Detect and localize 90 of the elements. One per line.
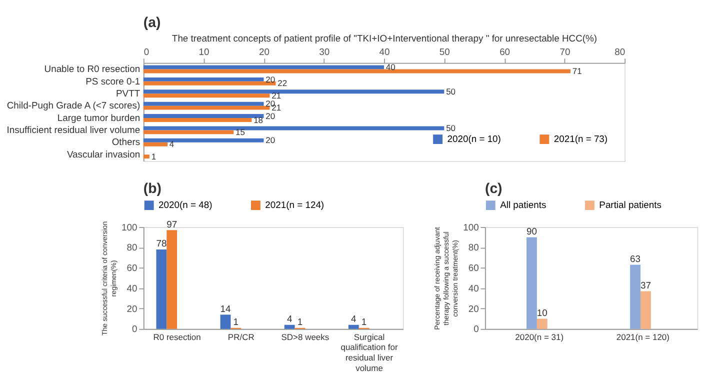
legend-label: Partial patients	[599, 199, 662, 210]
y-tick-label: 0	[474, 323, 479, 334]
y-tick-label: 80	[468, 242, 479, 253]
chart-title: (a)	[143, 14, 161, 30]
bar	[143, 77, 264, 82]
data-label: 63	[630, 252, 641, 264]
data-label: 50	[446, 123, 456, 134]
x-tick-label: 2021(n = 120)	[616, 332, 670, 342]
bar	[143, 126, 444, 130]
legend-label: 2021(n = 124)	[265, 199, 324, 210]
x-tick-label: 80	[614, 46, 626, 57]
x-tick-label: 40	[379, 46, 390, 57]
y-tick-label: 100	[122, 221, 138, 232]
data-label: 4	[351, 313, 356, 324]
data-label: 22	[278, 78, 288, 88]
data-label: 20	[266, 135, 276, 146]
y-tick-label: PVTT	[116, 87, 140, 98]
x-tick-label: R0 resection	[153, 332, 202, 342]
bar	[284, 324, 295, 329]
x-tick-label: 60	[500, 46, 510, 57]
data-label: 10	[536, 306, 548, 318]
y-tick-label: 80	[126, 242, 138, 253]
bar	[640, 291, 651, 329]
bar	[348, 324, 359, 329]
x-tick-label: 2020(n = 31)	[515, 332, 564, 342]
bar	[526, 237, 537, 329]
y-tick-label: 20	[468, 302, 479, 314]
data-label: 90	[526, 225, 537, 236]
x-tick-label: 70	[560, 46, 570, 57]
legend-label: 2021(n = 73)	[554, 133, 608, 144]
data-label: 1	[297, 316, 303, 328]
legend-label: 2020(n = 48)	[158, 199, 212, 210]
x-tick-label: PR/CR	[228, 332, 254, 342]
bar	[220, 314, 231, 329]
bar	[156, 249, 167, 329]
bar	[143, 90, 444, 94]
bar	[143, 118, 252, 122]
bar	[630, 264, 640, 329]
x-tick-label: 10	[198, 46, 210, 57]
y-tick-label: 100	[463, 221, 479, 232]
y-tick-label: 20	[126, 302, 138, 314]
data-label: 1	[151, 151, 156, 162]
bar	[536, 318, 548, 329]
chart-title: (c)	[484, 180, 502, 196]
data-label: 50	[446, 86, 456, 96]
bar	[143, 81, 276, 86]
data-label: 37	[640, 279, 651, 290]
legend-label: 2020(n = 10)	[447, 133, 501, 144]
data-label: 18	[254, 114, 264, 125]
bar	[143, 114, 264, 118]
y-tick-label: Others	[112, 136, 140, 148]
x-tick-label: Surgical qualification for residual liver volume	[340, 332, 398, 373]
data-label: 20	[266, 110, 276, 121]
bar	[143, 102, 264, 106]
x-tick-label: SD>8 weeks	[281, 332, 330, 342]
bar	[143, 154, 150, 159]
data-label: 1	[361, 316, 367, 328]
data-label: 14	[220, 302, 231, 314]
bar	[143, 106, 270, 110]
y-tick-label: Child-Pugh Grade A (<7 scores)	[6, 100, 140, 111]
bar	[143, 130, 234, 134]
data-label: 4	[286, 313, 292, 324]
y-tick-label: Unable to R0 resection	[44, 63, 140, 74]
data-label: 97	[166, 218, 178, 230]
y-tick-label: 40	[468, 282, 479, 294]
y-tick-label: 60	[468, 262, 479, 274]
x-tick-label: 50	[439, 46, 450, 57]
bar	[166, 230, 178, 329]
data-label: 1	[233, 316, 239, 328]
data-label: 78	[156, 238, 167, 249]
y-tick-label: 60	[126, 262, 138, 274]
y-tick-label: Vascular invasion	[66, 148, 140, 160]
x-tick-label: 30	[319, 46, 330, 57]
bar	[143, 94, 270, 98]
x-axis-title: The treatment concepts of patient profile of "TKI+IO+Interventional therapy " for unresectable HCC(%)	[172, 32, 598, 44]
chart-title: (b)	[143, 180, 162, 196]
y-tick-label: 0	[132, 323, 138, 334]
data-label: 71	[572, 66, 582, 76]
bar	[143, 69, 570, 74]
x-tick-label: 20	[258, 46, 270, 57]
y-tick-label: Large tumor burden	[57, 112, 140, 123]
y-tick-label: PS score 0-1	[86, 75, 140, 86]
bar	[143, 142, 168, 146]
y-tick-label: 40	[126, 282, 138, 294]
x-tick-label: 0	[144, 46, 150, 57]
legend-label: All patients	[500, 199, 546, 210]
data-label: 21	[272, 90, 282, 100]
data-label: 15	[236, 127, 246, 138]
y-tick-label: Insufficient residual liver volume	[6, 124, 140, 136]
bar	[143, 138, 264, 142]
